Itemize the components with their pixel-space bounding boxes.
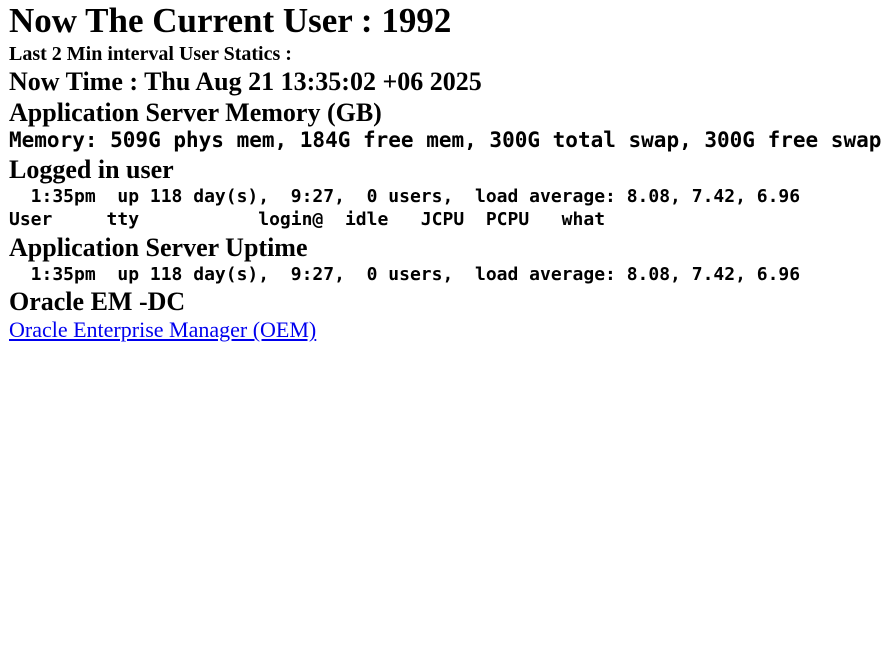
interval-note: Last 2 Min interval User Statics : [9, 43, 292, 65]
oem-section-heading: Oracle EM -DC [9, 287, 186, 317]
logged-in-section-heading: Logged in user [9, 154, 174, 184]
oem-link[interactable]: Oracle Enterprise Manager (OEM) [9, 317, 317, 343]
memory-section-heading: Application Server Memory (GB) [9, 98, 382, 128]
logged-in-output: 1:35pm up 118 day(s), 9:27, 0 users, loa… [9, 185, 882, 232]
uptime-section-heading: Application Server Uptime [9, 232, 308, 262]
oem-link-line: Oracle Enterprise Manager (OEM) [9, 317, 882, 343]
w-command-header-line: User tty login@ idle JCPU PCPU what [9, 209, 606, 231]
now-time-heading: Now Time : Thu Aug 21 13:35:02 +06 2025 [9, 67, 482, 96]
memory-output: Memory: 509G phys mem, 184G free mem, 30… [9, 128, 882, 153]
uptime-output: 1:35pm up 118 day(s), 9:27, 0 users, loa… [9, 263, 801, 285]
w-command-uptime-line: 1:35pm up 118 day(s), 9:27, 0 users, loa… [9, 185, 801, 207]
current-user-heading: Now The Current User : 1992 [9, 1, 452, 40]
